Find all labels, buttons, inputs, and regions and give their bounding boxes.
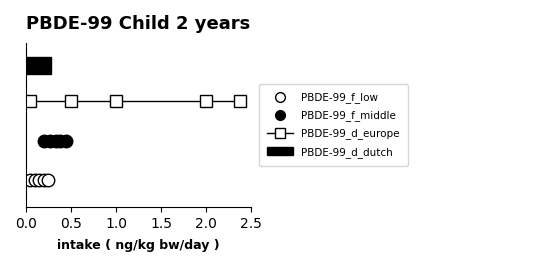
Title: PBDE-99 Child 2 years: PBDE-99 Child 2 years bbox=[26, 15, 251, 33]
FancyBboxPatch shape bbox=[26, 57, 51, 74]
Legend: PBDE-99_f_low, PBDE-99_f_middle, PBDE-99_d_europe, PBDE-99_d_dutch: PBDE-99_f_low, PBDE-99_f_middle, PBDE-99… bbox=[258, 84, 408, 166]
X-axis label: intake ( ng/kg bw/day ): intake ( ng/kg bw/day ) bbox=[57, 239, 220, 252]
